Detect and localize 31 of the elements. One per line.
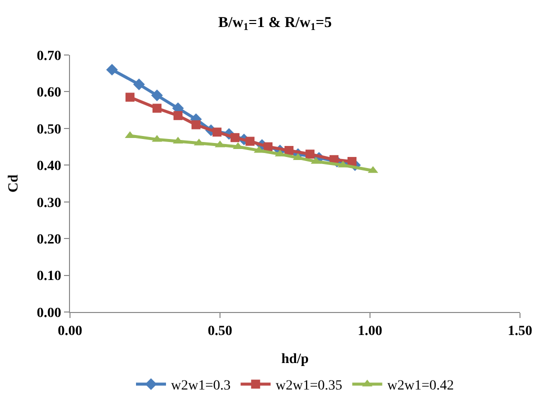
- point: [126, 92, 134, 102]
- y-tick-label: 0.70: [36, 48, 62, 64]
- legend-label: w2w1=0.3: [171, 378, 231, 394]
- y-tick-label: 0.50: [36, 122, 62, 138]
- point: [133, 78, 145, 90]
- point: [230, 133, 240, 142]
- point: [306, 150, 314, 159]
- point: [151, 90, 163, 102]
- chart-title: B/w$_{1}$=1 & R/w$_{1}$=5: [218, 14, 332, 34]
- y-tick-label: 0.40: [36, 159, 62, 174]
- point: [106, 64, 118, 76]
- x-axis-title: hd/p: [281, 352, 309, 368]
- point: [246, 136, 254, 146]
- point: [192, 120, 200, 130]
- point: [284, 146, 294, 155]
- x-tick-label: 0.50: [208, 324, 232, 339]
- y-tick-label: 0.60: [36, 86, 62, 101]
- legend-label: w2w1=0.42: [387, 378, 454, 394]
- point: [212, 128, 222, 137]
- point: [348, 156, 356, 166]
- y-tick-label: 0.00: [36, 306, 62, 321]
- x-tick-label: 1.50: [508, 324, 532, 339]
- point: [174, 111, 182, 120]
- y-tick-label: 0.20: [36, 232, 62, 248]
- x-tick-label: 1.00: [358, 324, 382, 339]
- legend-label: w2w1=0.35: [276, 378, 342, 394]
- point: [152, 104, 162, 113]
- y-axis-title: Cd: [6, 174, 22, 192]
- x-tick-label: 0.00: [58, 324, 82, 339]
- y-tick-label: 0.10: [36, 269, 62, 284]
- y-tick-label: 0.30: [36, 196, 62, 211]
